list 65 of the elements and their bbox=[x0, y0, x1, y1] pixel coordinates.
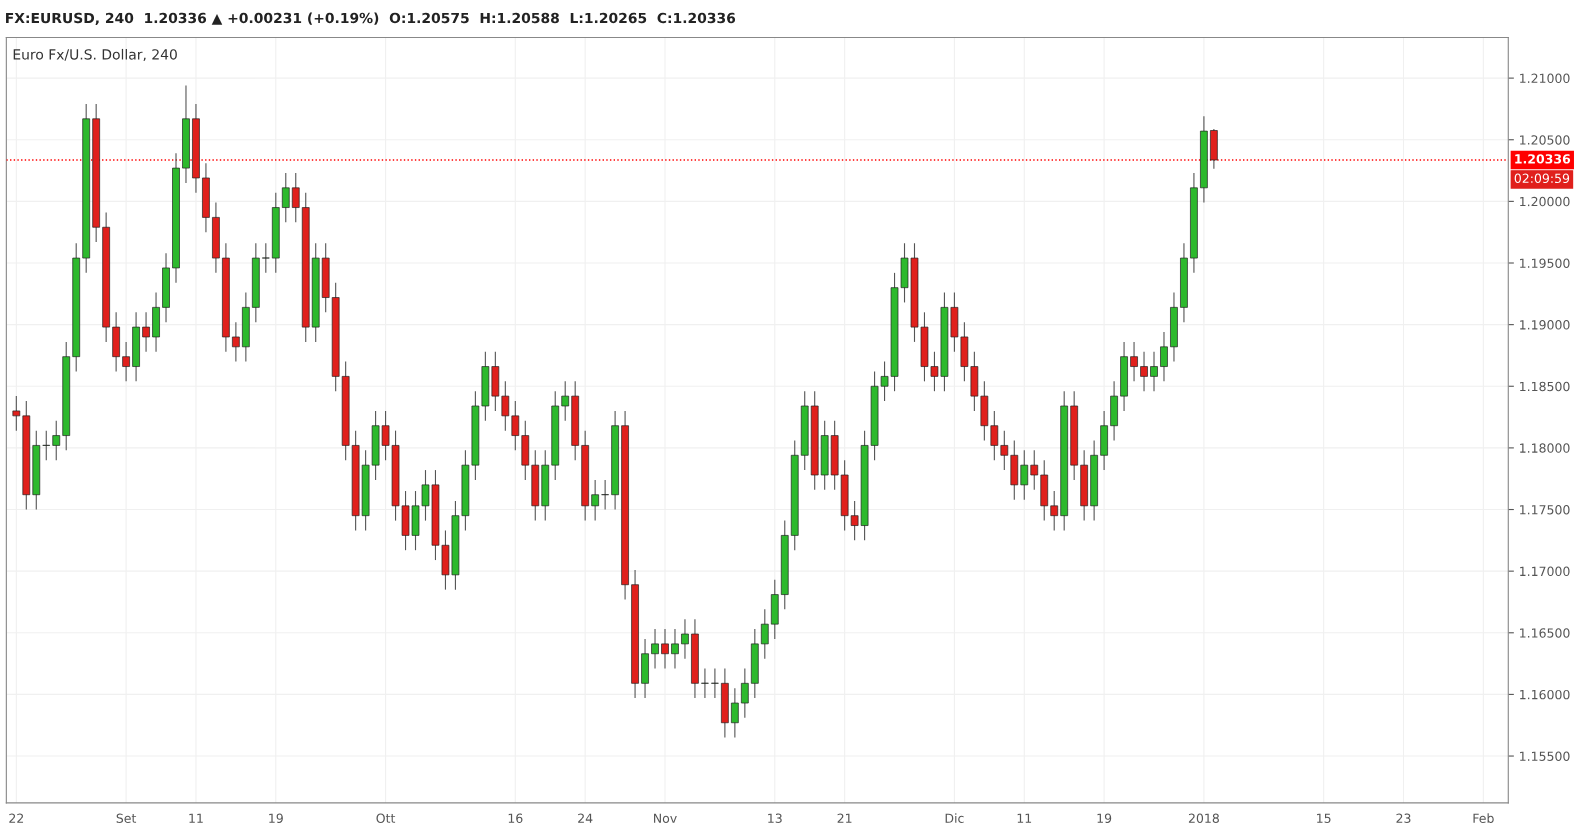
x-tick-label: 11 bbox=[189, 813, 203, 823]
candlestick bbox=[741, 667, 749, 719]
candlestick bbox=[232, 321, 240, 363]
y-tick-label: 1.20500 bbox=[1520, 135, 1570, 145]
candlestick bbox=[601, 479, 609, 511]
x-tick-label: 24 bbox=[578, 813, 593, 823]
text: 02:09:59 bbox=[1514, 173, 1570, 184]
y-tick-label: 1.18000 bbox=[1520, 443, 1570, 453]
y-tick-label: 1.20000 bbox=[1520, 196, 1570, 207]
y-tick-label: 1.19000 bbox=[1520, 320, 1570, 330]
candlestick bbox=[42, 430, 51, 461]
y-tick-label: 1.17500 bbox=[1520, 504, 1570, 515]
candlestick bbox=[651, 628, 659, 670]
candlestick bbox=[681, 618, 689, 660]
x-tick-label: Dic bbox=[945, 813, 964, 823]
x-tick-label: 23 bbox=[1396, 813, 1411, 823]
y-tick-label: 1.17000 bbox=[1520, 566, 1570, 577]
candlestick bbox=[990, 410, 999, 461]
candlestick bbox=[760, 608, 769, 660]
candlestick bbox=[122, 341, 130, 382]
candlestick bbox=[711, 667, 719, 699]
candlestick bbox=[1030, 449, 1039, 491]
text: Euro Fx/U.S. Dollar, 240 bbox=[13, 48, 177, 62]
candlestick bbox=[661, 628, 669, 670]
candlestick bbox=[671, 628, 679, 670]
x-tick-label: 21 bbox=[837, 813, 852, 823]
candlestick bbox=[511, 400, 520, 451]
x-tick-label: 11 bbox=[1017, 813, 1032, 823]
y-tick-label: 1.15500 bbox=[1520, 751, 1570, 761]
candlestick bbox=[12, 395, 21, 432]
candlestick bbox=[142, 311, 150, 353]
candlestick bbox=[501, 380, 510, 432]
chart-subtitle: FX:EURUSD, 240 1.20336 ▲ +0.00231 (+0.19%) O:1.20575 H:1.20588 L:1.20265 C:1.20336 bbox=[6, 12, 736, 26]
candlestick bbox=[291, 172, 300, 223]
x-tick-label: 16 bbox=[508, 813, 523, 823]
x-tick-label: Nov bbox=[654, 813, 677, 823]
candlestick bbox=[1130, 341, 1138, 382]
candlestick bbox=[261, 242, 270, 274]
y-tick-label: 1.21000 bbox=[1520, 73, 1570, 84]
candlestick bbox=[561, 380, 570, 422]
x-tick-label: 22 bbox=[9, 813, 24, 823]
candlestick bbox=[731, 687, 739, 739]
x-tick-label: Feb bbox=[1473, 813, 1494, 823]
y-tick-label: 1.16500 bbox=[1520, 628, 1570, 638]
ref-line-label: 1.20336 bbox=[1515, 154, 1571, 164]
candlestick bbox=[701, 667, 709, 699]
y-tick-label: 1.18500 bbox=[1520, 381, 1570, 392]
candlestick bbox=[1020, 449, 1029, 501]
x-tick-label: Ott bbox=[376, 813, 396, 823]
x-tick-label: 2018 bbox=[1188, 813, 1219, 823]
candlestick bbox=[1050, 490, 1059, 532]
x-tick-label: 19 bbox=[1097, 813, 1112, 823]
candlestick bbox=[1150, 351, 1158, 392]
candlestick bbox=[52, 420, 61, 461]
y-tick-label: 1.19500 bbox=[1520, 258, 1570, 268]
candlestick bbox=[591, 479, 599, 522]
candlestick bbox=[1000, 430, 1009, 471]
candlestick bbox=[1160, 331, 1168, 382]
x-tick-label: Set bbox=[116, 813, 137, 823]
x-tick-label: 19 bbox=[269, 813, 283, 823]
x-tick-label: 15 bbox=[1317, 813, 1331, 823]
y-tick-label: 1.16000 bbox=[1520, 689, 1570, 700]
candlestick bbox=[1140, 351, 1148, 392]
x-tick-label: 13 bbox=[768, 813, 782, 823]
candlestick bbox=[281, 172, 290, 223]
